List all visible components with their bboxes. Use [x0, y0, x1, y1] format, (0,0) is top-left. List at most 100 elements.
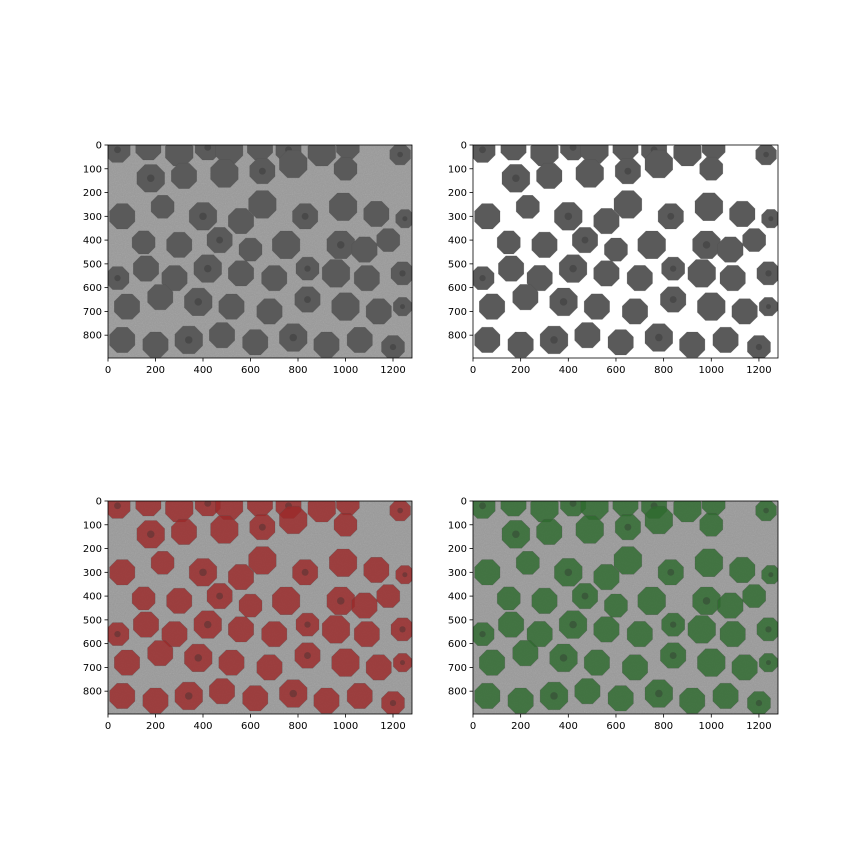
grain: [131, 230, 156, 255]
x-tick-label: 1200: [380, 721, 405, 732]
grain: [626, 621, 653, 648]
y-tick-label: 500: [83, 259, 102, 270]
grain: [109, 559, 136, 586]
x-tick-label: 0: [470, 721, 476, 732]
y-tick-label: 600: [448, 283, 467, 294]
grain: [228, 564, 254, 590]
grain: [613, 546, 643, 575]
x-tick-label: 1200: [746, 721, 771, 732]
x-tick-label: 0: [105, 721, 111, 732]
grain: [697, 292, 726, 321]
grain: [171, 518, 197, 545]
grain: [507, 687, 534, 714]
grain: [133, 255, 159, 282]
x-tick-label: 600: [606, 721, 625, 732]
y-tick-label: 400: [83, 592, 102, 603]
grain: [228, 208, 254, 234]
grain: [742, 228, 766, 252]
grain: [248, 546, 277, 575]
y-tick-label: 0: [96, 141, 102, 152]
grain: [114, 649, 140, 676]
grain: [731, 298, 758, 325]
grain-core: [216, 592, 224, 600]
grain: [376, 584, 401, 608]
grain: [593, 208, 620, 235]
grain-core: [337, 597, 345, 605]
grain: [501, 164, 531, 193]
grain: [526, 621, 553, 648]
grain: [747, 691, 771, 714]
grain: [614, 158, 641, 185]
y-tick-label: 0: [96, 497, 102, 508]
grain-core: [114, 275, 121, 282]
grain-core: [768, 572, 774, 578]
grain-core: [624, 523, 632, 531]
grain: [719, 621, 746, 648]
grain-core: [479, 146, 486, 154]
grain-core: [763, 151, 769, 158]
grain: [363, 557, 390, 583]
grain: [644, 323, 673, 352]
grain-core: [304, 621, 311, 628]
grain: [209, 322, 235, 349]
axes-frame: [107, 500, 413, 715]
grain: [294, 286, 321, 313]
grain: [473, 266, 495, 290]
grain-core: [204, 620, 212, 629]
axes-frame: [107, 144, 413, 359]
grain: [742, 584, 766, 608]
grain: [108, 145, 131, 163]
grain: [351, 236, 378, 263]
grain: [496, 586, 521, 611]
grain: [313, 331, 340, 358]
grain: [554, 558, 583, 587]
grain: [697, 648, 726, 677]
grain: [731, 654, 758, 681]
grain: [661, 612, 685, 637]
grain: [607, 329, 634, 356]
grain: [279, 679, 308, 708]
grain-core: [669, 296, 677, 303]
grain: [247, 145, 273, 161]
y-tick-label: 600: [448, 639, 467, 650]
x-tick-label: 0: [470, 365, 476, 376]
grain: [539, 325, 569, 355]
grain: [612, 145, 639, 161]
y-tick-label: 500: [448, 259, 467, 270]
grain: [292, 559, 319, 586]
grain-core: [304, 265, 311, 272]
grain: [109, 327, 136, 353]
x-tick-label: 200: [511, 721, 530, 732]
grain: [365, 654, 392, 681]
grain-core: [669, 652, 677, 659]
grain: [161, 265, 188, 292]
y-tick-label: 200: [448, 188, 467, 199]
x-tick-label: 200: [146, 365, 165, 376]
grain-core: [655, 689, 663, 698]
grain: [261, 265, 288, 292]
grain-core: [258, 167, 266, 175]
grain: [174, 681, 203, 711]
grain: [549, 287, 578, 317]
x-tick-label: 800: [654, 365, 673, 376]
grain-core: [199, 568, 207, 577]
grain-core: [512, 530, 520, 539]
grain: [747, 335, 771, 358]
grain: [626, 265, 653, 292]
grain-core: [114, 631, 121, 638]
grain-core: [479, 274, 486, 282]
grain: [209, 678, 235, 705]
grain: [294, 642, 321, 669]
grain: [507, 331, 534, 358]
grain: [637, 230, 666, 259]
grain-core: [564, 568, 573, 577]
grain-core: [768, 216, 774, 222]
axes-frame: [472, 500, 779, 715]
grain: [188, 558, 218, 587]
grain-core: [670, 621, 677, 628]
grain-core: [216, 236, 224, 244]
grain: [188, 202, 218, 231]
grain-core: [569, 264, 577, 273]
grain: [142, 331, 169, 358]
grain: [644, 149, 673, 179]
